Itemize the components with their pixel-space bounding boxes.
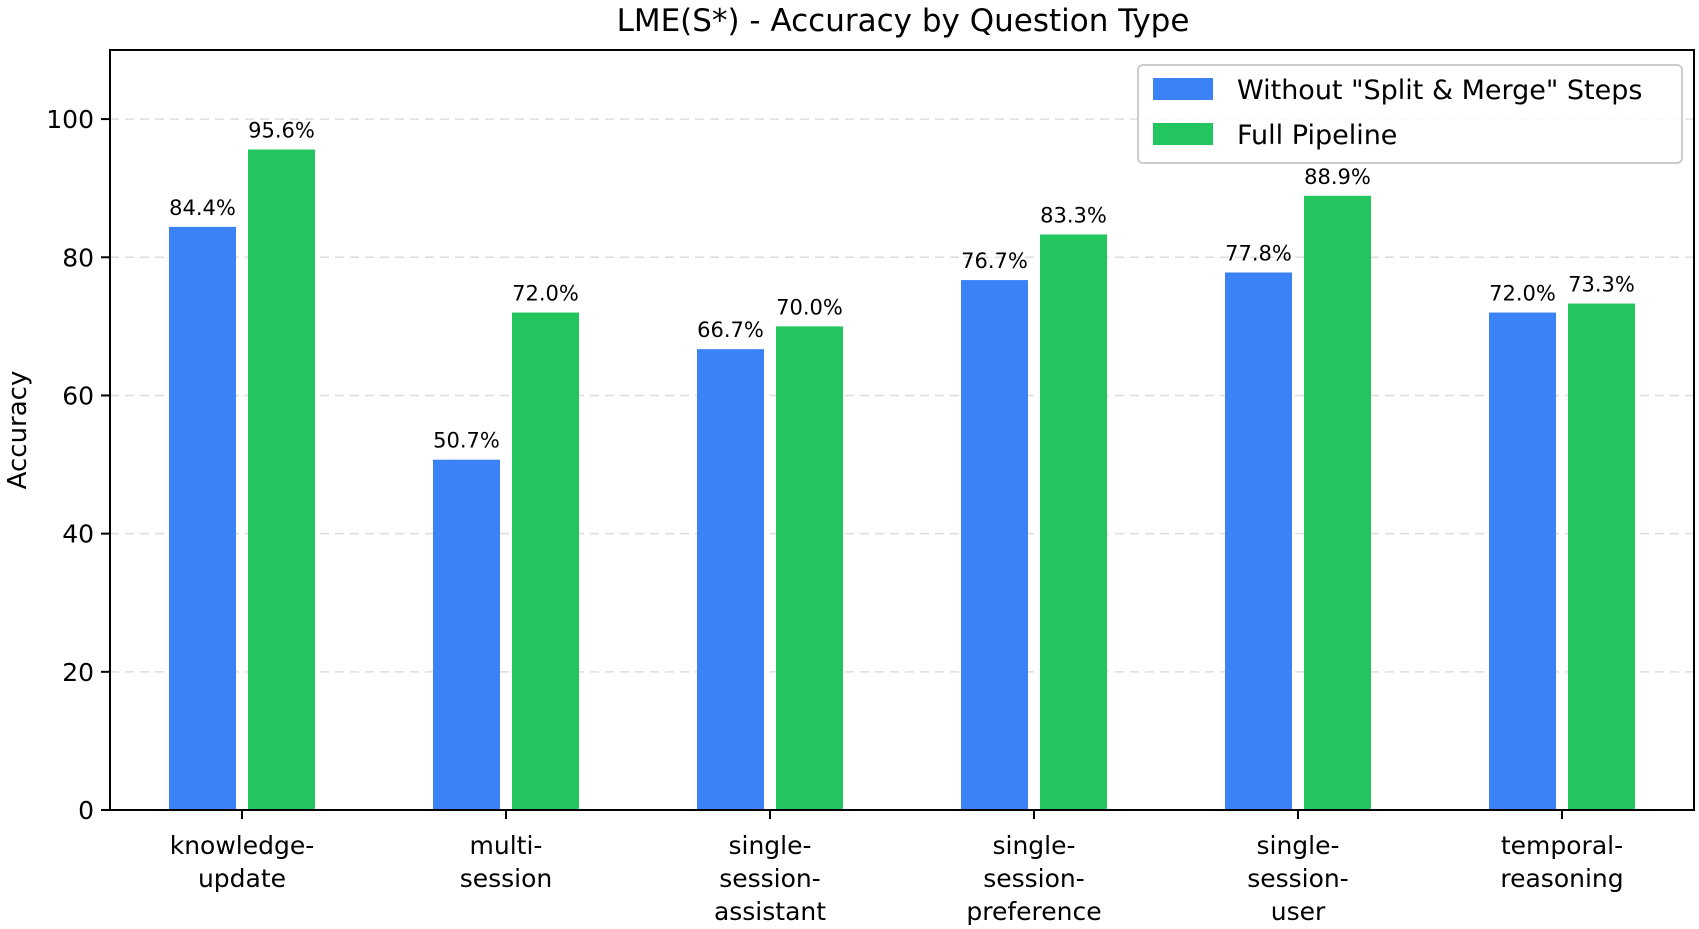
y-tick-label: 20: [62, 658, 94, 687]
y-axis-label: Accuracy: [3, 371, 33, 490]
bars: [169, 149, 1635, 811]
y-tick-label: 0: [78, 796, 94, 825]
y-axis: 0 20 40 60 80 100: [46, 105, 110, 825]
legend-box: [1137, 64, 1683, 164]
legend-label: Full Pipeline: [1237, 120, 1397, 151]
bar-value-labels: 84.4% 95.6% 50.7% 72.0% 66.7% 70.0% 76.7% 83.3%…: [169, 118, 1635, 452]
bar-value-label: 88.9%: [1304, 165, 1371, 189]
x-tick-label: session-: [719, 864, 821, 893]
x-tick-label: session-: [1247, 864, 1349, 893]
bar-value-label: 73.3%: [1568, 273, 1635, 297]
bar-value-label: 95.6%: [248, 118, 315, 142]
bar-value-label: 50.7%: [433, 429, 500, 453]
bar-value-label: 72.0%: [512, 282, 579, 306]
x-tick-label: single-: [728, 831, 811, 860]
x-tick-label: preference: [966, 897, 1101, 926]
x-tick-label: update: [198, 864, 286, 893]
bar-value-label: 70.0%: [776, 295, 843, 319]
bar-full-pipeline: [1040, 234, 1107, 811]
x-tick-label: single-: [1256, 831, 1339, 860]
x-tick-label: assistant: [714, 897, 826, 926]
bar-without-split-merge: [697, 349, 764, 810]
x-tick-label: knowledge-: [170, 831, 315, 860]
legend: Without "Split & Merge" Steps Full Pipeli…: [1137, 64, 1683, 164]
x-axis: knowledge-update multi-session single-sess…: [170, 810, 1624, 926]
bar-value-label: 76.7%: [961, 249, 1028, 273]
bar-without-split-merge: [169, 226, 236, 810]
y-tick-label: 100: [46, 105, 94, 134]
bar-value-label: 72.0%: [1489, 282, 1556, 306]
chart-title: LME(S*) - Accuracy by Question Type: [617, 3, 1190, 39]
bar-full-pipeline: [512, 312, 579, 810]
bar-value-label: 83.3%: [1040, 203, 1107, 227]
legend-swatch: [1153, 78, 1213, 100]
x-tick-label: multi-: [470, 831, 543, 860]
legend-label: Without "Split & Merge" Steps: [1237, 75, 1642, 106]
bar-without-split-merge: [1225, 272, 1292, 810]
bar-full-pipeline: [248, 149, 315, 810]
y-tick-label: 80: [62, 243, 94, 272]
x-tick-label: user: [1271, 897, 1326, 926]
bar-without-split-merge: [433, 459, 500, 810]
y-tick-label: 40: [62, 520, 94, 549]
plot-frame: [109, 49, 1695, 811]
x-tick-label: single-: [992, 831, 1075, 860]
bar-value-label: 66.7%: [697, 318, 764, 342]
gridlines: [110, 118, 1694, 673]
legend-swatch: [1153, 123, 1213, 145]
bar-full-pipeline: [1304, 195, 1371, 811]
bar-full-pipeline: [776, 326, 843, 810]
x-tick-label: reasoning: [1500, 864, 1623, 893]
bar-without-split-merge: [1489, 312, 1556, 810]
y-tick-label: 60: [62, 381, 94, 410]
bar-without-split-merge: [961, 280, 1028, 810]
x-tick-label: temporal-: [1501, 831, 1623, 860]
bar-value-label: 84.4%: [169, 196, 236, 220]
x-tick-label: session-: [983, 864, 1085, 893]
bar-value-label: 77.8%: [1225, 241, 1292, 265]
bar-full-pipeline: [1568, 303, 1635, 810]
x-tick-label: session: [460, 864, 553, 893]
